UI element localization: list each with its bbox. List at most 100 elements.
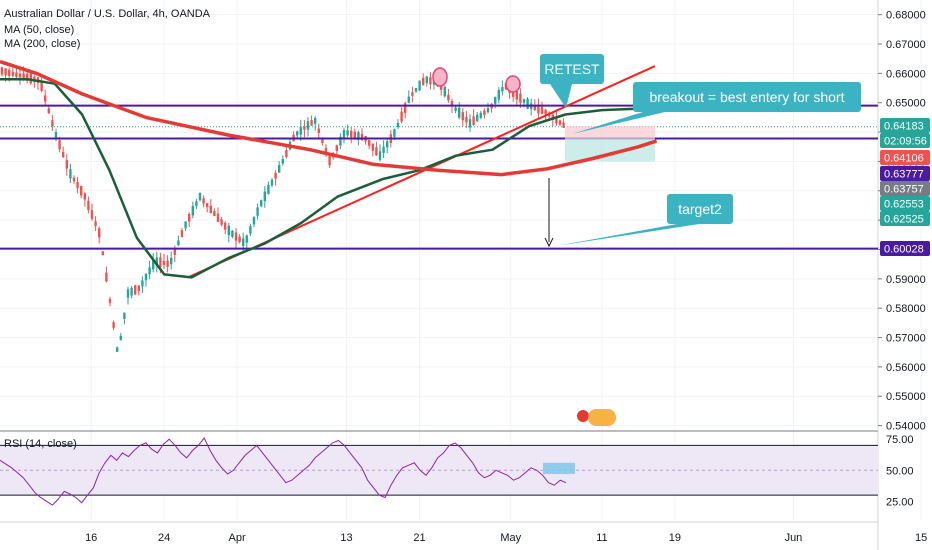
candle-body: [44, 95, 47, 102]
ma50-legend[interactable]: MA (50, close): [4, 24, 75, 36]
candle-body: [414, 88, 418, 92]
candle-body: [386, 141, 389, 148]
candle-body: [144, 273, 148, 281]
candle-body: [281, 159, 284, 164]
candle-body: [443, 86, 446, 97]
price-label-bg: [880, 150, 930, 165]
candle-body: [407, 96, 410, 103]
candle-body: [108, 298, 112, 303]
price-tick-label: 0.56000: [886, 362, 926, 374]
price-label-bg: [880, 166, 930, 181]
time-tick-label: 13: [340, 532, 352, 544]
candle-body: [234, 232, 238, 241]
price-label: 0.63757: [884, 184, 924, 196]
candle-body: [105, 272, 108, 282]
candle-body: [188, 213, 191, 222]
rsi-legend[interactable]: RSI (14, close): [4, 438, 77, 450]
candle-body: [238, 236, 241, 243]
candle-body: [141, 280, 144, 287]
candle-body: [324, 147, 328, 154]
candle-body: [357, 132, 360, 141]
candle-body: [249, 226, 252, 234]
candle-body: [206, 203, 209, 207]
candle-body: [231, 230, 234, 237]
price-tick-label: 0.58000: [886, 303, 926, 315]
candle-body: [62, 152, 65, 158]
time-tick-label: Jun: [785, 532, 803, 544]
price-tick-label: 0.55000: [886, 391, 926, 403]
candle-body: [40, 81, 43, 91]
candle-body: [270, 179, 274, 186]
candle-body: [317, 128, 320, 133]
candle-body: [180, 230, 184, 238]
candle-body: [11, 71, 14, 76]
candle-body: [26, 73, 29, 81]
candle-body: [252, 217, 256, 225]
candle-body: [0, 67, 4, 75]
candle-body: [278, 165, 281, 173]
candle-body: [18, 73, 22, 78]
candle-body: [306, 121, 310, 130]
price-label: 0.62525: [884, 214, 924, 226]
symbol-title: Australian Dollar / U.S. Dollar, 4h, OAN…: [4, 8, 211, 20]
candle-body: [65, 160, 68, 169]
candle-body: [116, 347, 119, 352]
candle-body: [321, 138, 324, 144]
ma50-line: [0, 77, 657, 279]
price-label-bg: [880, 211, 930, 226]
candle-body: [411, 92, 414, 96]
price-label: 0.62553: [884, 199, 924, 211]
candle-body: [382, 146, 385, 153]
candle-body: [328, 155, 331, 166]
candle-body: [83, 193, 86, 200]
top-marker-1: [432, 67, 448, 87]
candle-body: [447, 94, 450, 101]
candle-body: [519, 93, 522, 103]
candle-body: [537, 104, 540, 114]
rsi-tick-label: 25.00: [886, 496, 914, 508]
candle-body: [540, 106, 544, 114]
candle-body: [227, 225, 230, 236]
candle-body: [209, 205, 212, 213]
ma200-legend[interactable]: MA (200, close): [4, 38, 81, 50]
candle-body: [303, 126, 306, 130]
candle-body: [90, 210, 94, 219]
candle-body: [134, 285, 137, 295]
ma200-line: [0, 59, 658, 177]
candle-body: [22, 73, 25, 80]
candle-body: [242, 238, 245, 246]
time-tick-label: 21: [413, 532, 425, 544]
candle-body: [501, 86, 504, 92]
candle-body: [299, 126, 302, 135]
candle-body: [202, 198, 205, 204]
candle-body: [112, 322, 115, 328]
candle-body: [177, 240, 180, 246]
candle-body: [256, 207, 259, 216]
candle-body: [267, 184, 270, 194]
target2-callout-text: target2: [678, 201, 722, 217]
time-tick-label: May: [500, 532, 521, 544]
rsi-line: [0, 437, 567, 506]
flag-icon: [577, 410, 589, 422]
candle-body: [360, 133, 364, 141]
rsi-tick-label: 75.00: [886, 434, 914, 446]
candles: [0, 66, 565, 352]
candle-body: [346, 130, 349, 136]
candle-body: [173, 249, 176, 255]
candle-body: [396, 122, 400, 128]
candle-body: [80, 185, 83, 196]
candle-body: [148, 267, 151, 275]
candle-body: [418, 80, 421, 91]
candle-body: [101, 251, 104, 256]
candle-body: [69, 169, 72, 179]
candle-body: [224, 222, 227, 230]
breakout-callout: breakout = best entery for short: [572, 82, 861, 134]
candle-body: [170, 257, 173, 265]
price-label-bg: [880, 241, 930, 256]
candle-body: [486, 107, 490, 113]
candle-body: [29, 73, 32, 84]
time-tick-label: Apr: [229, 532, 246, 544]
candle-body: [126, 289, 130, 298]
price-tick-label: 0.57000: [886, 333, 926, 345]
